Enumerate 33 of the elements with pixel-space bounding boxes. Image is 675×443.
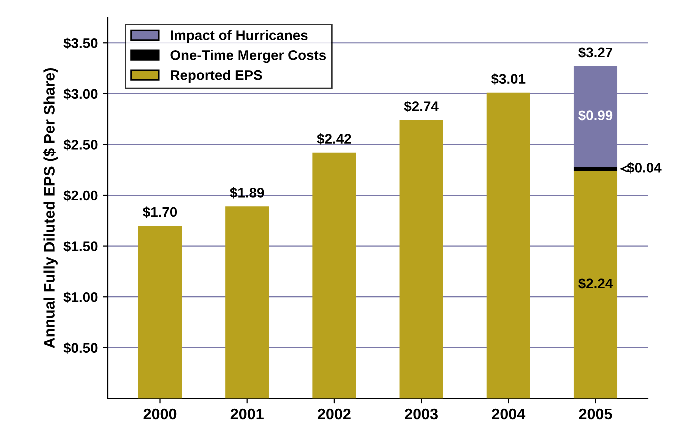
bar: [574, 171, 618, 399]
bar: [574, 167, 618, 172]
bar: [312, 152, 356, 399]
total-label: $2.74: [404, 101, 439, 112]
legend-label: Reported EPS: [171, 70, 262, 84]
data-label: $0.99: [578, 110, 613, 122]
x-tick-label: 2004: [492, 408, 526, 420]
x-tick-label: 2005: [579, 408, 612, 420]
x-tick-label: 2003: [405, 408, 438, 420]
bar: [226, 206, 270, 399]
legend-label: Impact of Hurricanes: [171, 30, 308, 44]
bar: [138, 226, 182, 399]
y-tick-label: $2.00: [64, 190, 98, 202]
total-label: $3.01: [491, 74, 526, 85]
y-axis-title: Annual Fully Diluted EPS ($ Per Share): [43, 68, 58, 348]
x-tick-label: 2001: [230, 408, 264, 420]
y-tick-label: $1.00: [64, 292, 98, 304]
y-tick-label: $0.50: [64, 342, 98, 354]
y-tick-label: $2.50: [64, 139, 98, 151]
x-tick-label: 2002: [318, 408, 351, 420]
x-tick-label: 2000: [144, 408, 177, 420]
total-label: $1.89: [230, 187, 264, 199]
total-label: $3.27: [578, 47, 613, 59]
bar: [486, 92, 530, 399]
bar: [400, 120, 444, 399]
data-label: $0.04: [627, 162, 662, 174]
y-tick-label: $1.50: [64, 241, 98, 252]
legend-label: One-Time Merger Costs: [170, 50, 326, 64]
total-label: $1.70: [143, 206, 178, 218]
data-label: $2.24: [578, 278, 614, 290]
total-label: $2.42: [317, 134, 352, 145]
y-tick-label: $3.00: [64, 88, 98, 100]
y-tick-label: $3.50: [64, 38, 98, 50]
